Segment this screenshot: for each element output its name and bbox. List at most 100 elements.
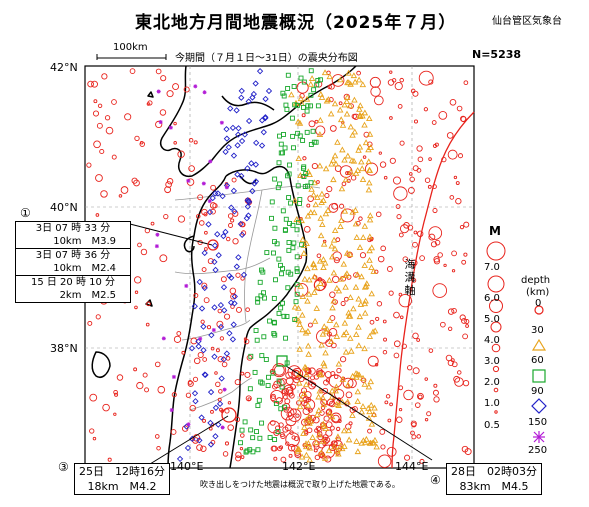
epicenter-90km [211, 353, 218, 360]
epicenter-30km [330, 269, 338, 276]
epicenter-30km [317, 116, 324, 123]
epicenter-90km [229, 124, 237, 131]
epicenter-30km [324, 206, 332, 213]
epicenter-30km [303, 416, 310, 423]
shallow-epicenter [409, 176, 415, 183]
epicenter-30km [344, 398, 351, 405]
shallow-epicenter [432, 389, 439, 396]
shallow-epicenter [291, 444, 299, 452]
shallow-epicenter [433, 383, 438, 388]
callout-1-time-3: 15 日 20 時 10 分 [30, 277, 116, 288]
shallow-epicenter [217, 308, 223, 314]
shallow-epicenter [285, 432, 300, 447]
epicenter-150km [222, 387, 227, 392]
epicenter-90km [221, 307, 228, 314]
epicenter-30km [328, 338, 335, 344]
scale-label: 100km [113, 42, 148, 53]
epicenter-90km [212, 404, 220, 411]
epicenter-60km [304, 129, 310, 135]
shallow-epicenter [370, 86, 381, 97]
shallow-epicenter [358, 216, 363, 221]
epicenter-30km [307, 80, 315, 87]
epicenter-30km [361, 109, 369, 116]
shallow-epicenter [155, 68, 162, 75]
epicenter-30km [319, 330, 327, 337]
shallow-epicenter [291, 367, 304, 380]
shallow-epicenter [451, 307, 457, 314]
epicenter-60km [317, 77, 323, 83]
shallow-epicenter [131, 177, 138, 184]
epicenter-60km [276, 160, 282, 166]
epicenter-150km [169, 408, 174, 413]
shallow-epicenter [412, 367, 420, 375]
shallow-epicenter [229, 287, 237, 295]
epicenter-30km [371, 404, 378, 411]
shallow-epicenter [288, 453, 293, 458]
depth-0-symbol [534, 305, 544, 315]
epicenter-60km [288, 271, 294, 277]
shallow-epicenter [129, 68, 136, 74]
shallow-epicenter [97, 103, 103, 108]
shallow-epicenter [404, 454, 411, 461]
epicenter-30km [352, 206, 359, 213]
epicenter-60km [282, 145, 288, 151]
shallow-epicenter [95, 314, 101, 320]
shallow-epicenter [215, 381, 221, 388]
epicenter-60km [262, 295, 267, 301]
epicenter-150km [208, 159, 213, 164]
epicenter-30km [366, 179, 373, 186]
shallow-epicenter [325, 429, 333, 437]
shallow-epicenter [240, 433, 245, 438]
epicenter-30km [295, 317, 302, 324]
shallow-epicenter [227, 401, 232, 405]
epicenter-60km [247, 386, 253, 392]
epicenter-30km [334, 138, 341, 145]
epicenter-60km [250, 435, 256, 441]
epicenter-30km [321, 69, 329, 76]
epicenter-30km [348, 347, 355, 354]
epicenter-150km [158, 120, 163, 125]
epicenter-30km [331, 227, 339, 234]
shallow-epicenter [461, 259, 467, 265]
shallow-epicenter [356, 70, 361, 76]
epicenter-30km [320, 401, 328, 408]
shallow-epicenter [441, 156, 447, 163]
epicenter-60km [301, 79, 307, 85]
shallow-epicenter [328, 328, 338, 337]
epicenter-30km [328, 413, 336, 420]
epicenter-30km [347, 168, 355, 175]
epicenter-60km [315, 78, 321, 83]
epicenter-30km [369, 439, 376, 446]
shallow-epicenter [377, 454, 392, 468]
epicenter-30km [313, 305, 321, 311]
shallow-epicenter [331, 202, 339, 210]
depth-legend-unit: (km) [526, 287, 550, 298]
callout-3-number: ③ [58, 460, 69, 474]
shallow-epicenter [134, 135, 140, 142]
shallow-epicenter [307, 195, 314, 202]
epicenter-60km [286, 171, 292, 177]
footnote: 吹き出しをつけた地震は概況で取り上げた地震である。 [200, 480, 400, 489]
epicenter-60km [244, 448, 250, 454]
epicenter-90km [223, 350, 231, 357]
epicenter-30km [349, 372, 356, 379]
epicenter-30km [310, 191, 317, 198]
shallow-epicenter [432, 184, 437, 189]
epicenter-30km [295, 446, 303, 452]
shallow-epicenter [324, 455, 332, 463]
epicenter-150km [211, 328, 216, 333]
shallow-epicenter [227, 213, 234, 219]
epicenter-60km [256, 397, 262, 403]
epicenter-90km [234, 142, 241, 149]
epicenter-30km [346, 334, 354, 341]
shallow-epicenter [462, 379, 470, 387]
shallow-epicenter [209, 426, 213, 431]
shallow-epicenter [375, 316, 380, 322]
shallow-epicenter [95, 213, 100, 217]
shallow-epicenter [328, 83, 335, 90]
epicenter-90km [222, 228, 229, 236]
epicenter-90km [200, 323, 207, 330]
epicenter-30km [344, 79, 351, 86]
epicenter-30km [349, 412, 356, 418]
epicenter-60km [254, 429, 259, 435]
